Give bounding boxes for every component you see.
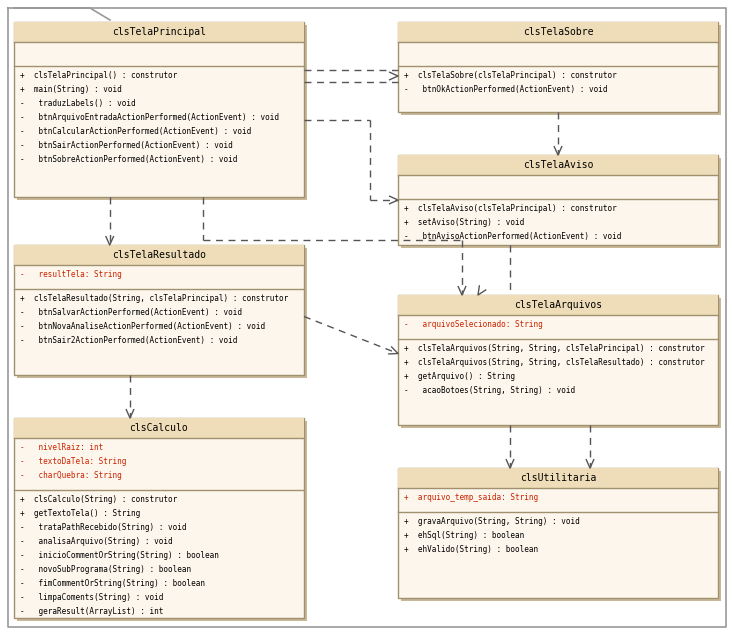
Text: clsUtilitaria: clsUtilitaria xyxy=(520,473,596,483)
Text: +  clsTelaSobre(clsTelaPrincipal) : construtor: + clsTelaSobre(clsTelaPrincipal) : const… xyxy=(404,71,617,80)
Text: -   btnSobreActionPerformed(ActionEvent) : void: - btnSobreActionPerformed(ActionEvent) :… xyxy=(20,155,237,164)
Bar xyxy=(14,245,304,265)
Text: -   btnSair2ActionPerformed(ActionEvent) : void: - btnSair2ActionPerformed(ActionEvent) :… xyxy=(20,336,237,345)
Text: clsTelaAviso: clsTelaAviso xyxy=(523,160,593,170)
Text: -   btnAvisoActionPerformed(ActionEvent) : void: - btnAvisoActionPerformed(ActionEvent) :… xyxy=(404,232,622,241)
Bar xyxy=(398,468,718,488)
Bar xyxy=(17,421,307,621)
Text: +  ehValido(String) : boolean: + ehValido(String) : boolean xyxy=(404,545,538,554)
Text: clsTelaPrincipal: clsTelaPrincipal xyxy=(112,27,206,37)
Bar xyxy=(398,468,718,598)
Text: -   textoDaTela: String: - textoDaTela: String xyxy=(20,457,126,466)
Text: +  arquivo_temp_saida: String: + arquivo_temp_saida: String xyxy=(404,493,538,502)
Text: -   acaoBotoes(String, String) : void: - acaoBotoes(String, String) : void xyxy=(404,386,575,395)
Text: +  gravaArquivo(String, String) : void: + gravaArquivo(String, String) : void xyxy=(404,517,580,526)
Text: -   novoSubPrograma(String) : boolean: - novoSubPrograma(String) : boolean xyxy=(20,565,191,574)
Text: -   btnSalvarActionPerformed(ActionEvent) : void: - btnSalvarActionPerformed(ActionEvent) … xyxy=(20,308,242,317)
Text: -   geraResult(ArrayList) : int: - geraResult(ArrayList) : int xyxy=(20,607,164,616)
Text: +  clsTelaArquivos(String, String, clsTelaPrincipal) : construtor: + clsTelaArquivos(String, String, clsTel… xyxy=(404,344,705,353)
Bar xyxy=(17,25,307,200)
Bar xyxy=(401,25,721,115)
Text: +  getTextoTela() : String: + getTextoTela() : String xyxy=(20,509,140,518)
Text: +  clsTelaArquivos(String, String, clsTelaResultado) : construtor: + clsTelaArquivos(String, String, clsTel… xyxy=(404,358,705,367)
Text: -   trataPathRecebido(String) : void: - trataPathRecebido(String) : void xyxy=(20,523,186,532)
Text: clsTelaArquivos: clsTelaArquivos xyxy=(514,300,602,310)
Text: -   charQuebra: String: - charQuebra: String xyxy=(20,471,122,480)
Bar xyxy=(398,155,718,245)
Bar xyxy=(401,158,721,248)
Text: +  clsTelaResultado(String, clsTelaPrincipal) : construtor: + clsTelaResultado(String, clsTelaPrinci… xyxy=(20,294,288,303)
Text: +  clsTelaAviso(clsTelaPrincipal) : construtor: + clsTelaAviso(clsTelaPrincipal) : const… xyxy=(404,204,617,213)
Bar xyxy=(401,298,721,428)
Text: -   traduzLabels() : void: - traduzLabels() : void xyxy=(20,99,136,108)
Bar xyxy=(17,248,307,378)
Bar xyxy=(14,22,304,42)
Bar xyxy=(398,22,718,42)
Text: +  clsCalculo(String) : construtor: + clsCalculo(String) : construtor xyxy=(20,495,177,504)
Text: +  setAviso(String) : void: + setAviso(String) : void xyxy=(404,218,524,227)
Text: +  clsTelaPrincipal() : construtor: + clsTelaPrincipal() : construtor xyxy=(20,71,177,80)
Text: +  getArquivo() : String: + getArquivo() : String xyxy=(404,372,515,381)
Text: clsTelaSobre: clsTelaSobre xyxy=(523,27,593,37)
Bar xyxy=(14,245,304,375)
Text: -   nivelRaiz: int: - nivelRaiz: int xyxy=(20,443,103,452)
Bar xyxy=(398,155,718,175)
Bar xyxy=(398,22,718,112)
Text: -   btnSairActionPerformed(ActionEvent) : void: - btnSairActionPerformed(ActionEvent) : … xyxy=(20,141,233,150)
Text: -   btnOkActionPerformed(ActionEvent) : void: - btnOkActionPerformed(ActionEvent) : vo… xyxy=(404,85,608,94)
Text: +  main(String) : void: + main(String) : void xyxy=(20,85,122,94)
Bar xyxy=(401,471,721,601)
Text: -   analisaArquivo(String) : void: - analisaArquivo(String) : void xyxy=(20,537,172,546)
Text: clsCalculo: clsCalculo xyxy=(130,423,189,433)
Bar xyxy=(398,295,718,315)
Text: clsTelaResultado: clsTelaResultado xyxy=(112,250,206,260)
Bar xyxy=(14,418,304,438)
Text: +  ehSql(String) : boolean: + ehSql(String) : boolean xyxy=(404,531,524,540)
Text: -   btnArquivoEntradaActionPerformed(ActionEvent) : void: - btnArquivoEntradaActionPerformed(Actio… xyxy=(20,113,279,122)
Text: -   resultTela: String: - resultTela: String xyxy=(20,270,122,279)
Bar xyxy=(398,295,718,425)
Text: -   btnCalcularActionPerformed(ActionEvent) : void: - btnCalcularActionPerformed(ActionEvent… xyxy=(20,127,251,136)
Bar xyxy=(14,418,304,618)
Text: -   inicioCommentOrString(String) : boolean: - inicioCommentOrString(String) : boolea… xyxy=(20,551,219,560)
Text: -   fimCommentOrString(String) : boolean: - fimCommentOrString(String) : boolean xyxy=(20,579,205,588)
Text: -   btnNovaAnaliseActionPerformed(ActionEvent) : void: - btnNovaAnaliseActionPerformed(ActionEv… xyxy=(20,322,265,331)
Text: -   arquivoSelecionado: String: - arquivoSelecionado: String xyxy=(404,320,542,329)
Text: -   limpaComents(String) : void: - limpaComents(String) : void xyxy=(20,593,164,602)
Bar xyxy=(14,22,304,197)
